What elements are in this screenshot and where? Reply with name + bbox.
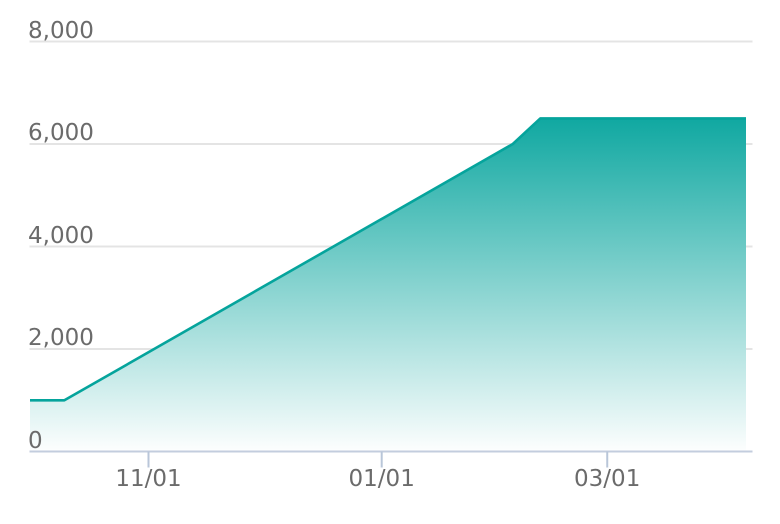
x-axis-label: 01/01 (348, 466, 415, 492)
x-axis-label: 11/01 (115, 466, 182, 492)
y-axis-label: 4,000 (28, 222, 94, 249)
series-line (30, 117, 746, 402)
y-axis-label: 0 (28, 427, 43, 454)
x-axis-label: 03/01 (574, 466, 641, 492)
y-axis-label: 8,000 (28, 17, 94, 44)
y-axis-label: 2,000 (28, 325, 94, 351)
area-fill (30, 118, 746, 452)
y-axis-label: 6,000 (28, 120, 94, 146)
